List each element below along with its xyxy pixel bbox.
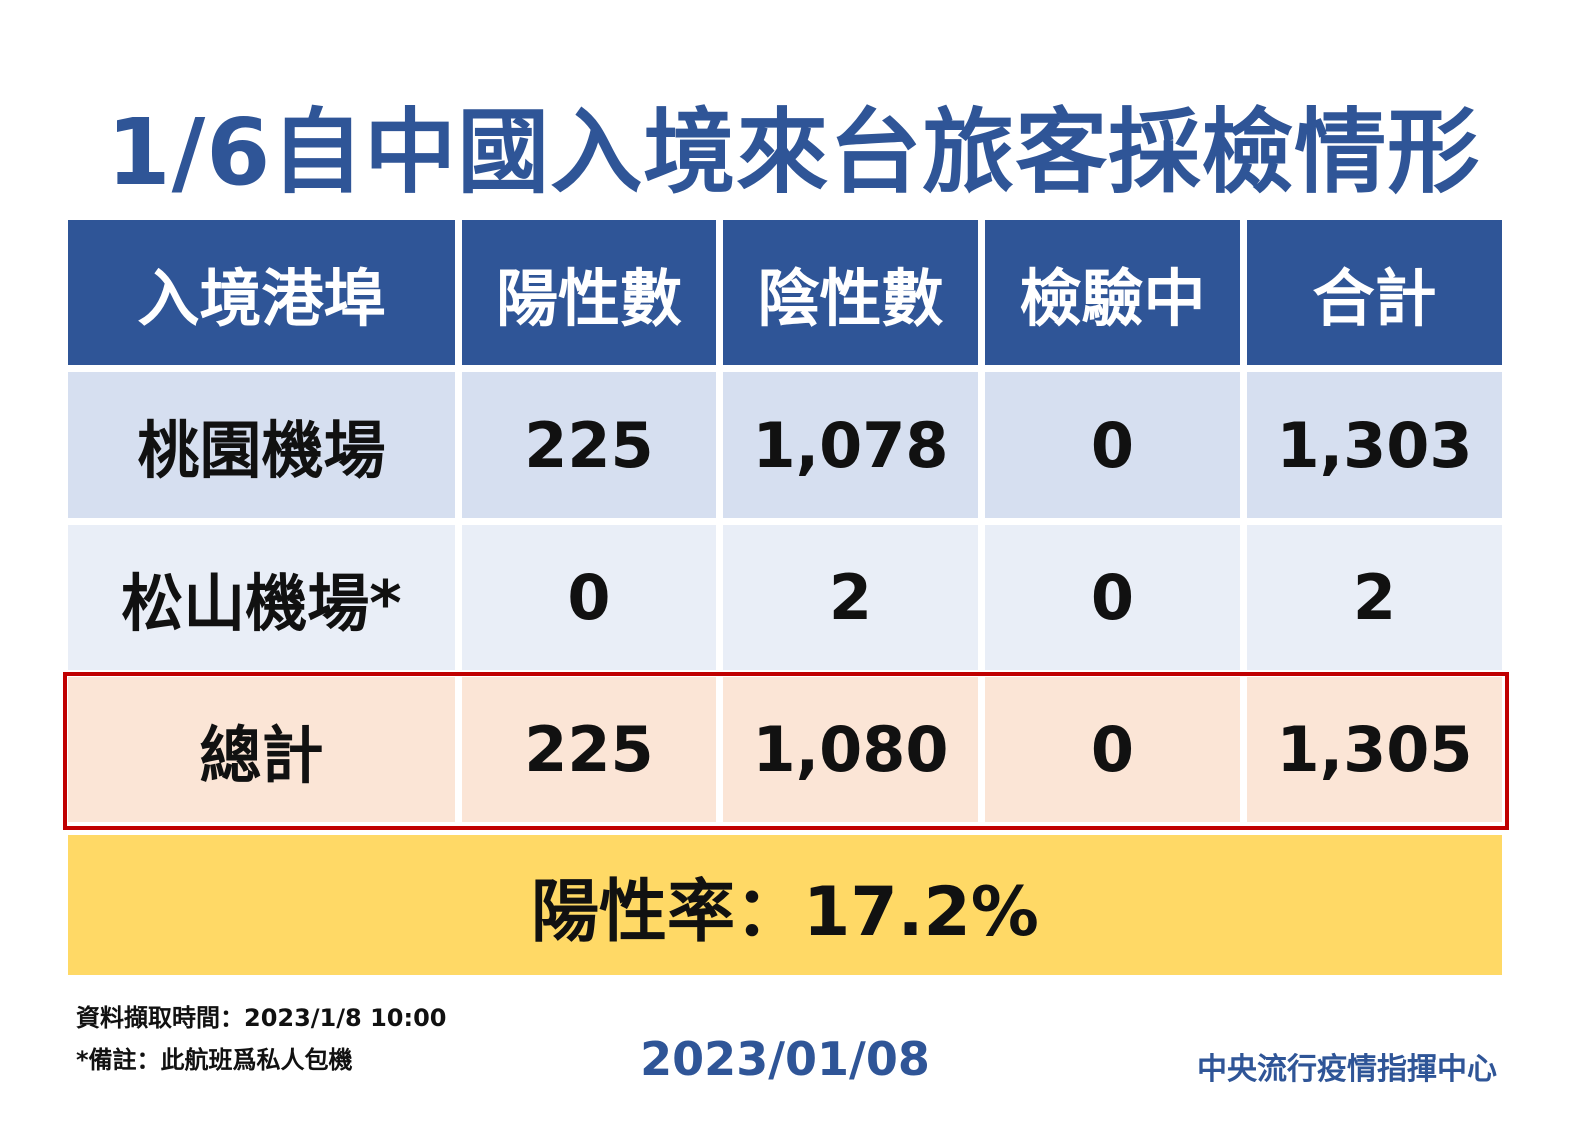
- table-cell: 1,303: [1247, 372, 1502, 518]
- table-cell: 1,080: [723, 677, 978, 822]
- organization: 中央流行疫情指揮中心: [1197, 1052, 1497, 1087]
- table-cell: 陰性數: [723, 220, 978, 365]
- title: 1/6自中國入境來台旅客採檢情形: [106, 99, 1481, 206]
- table-cell: 2: [1247, 525, 1502, 670]
- date: 2023/01/08: [640, 1032, 930, 1086]
- table-cell: 桃園機場: [68, 372, 455, 518]
- footnote: 資料擷取時間：2023/1/8 10:00: [76, 1004, 447, 1032]
- table-cell: 0: [462, 525, 716, 670]
- table-cell: 0: [985, 677, 1240, 822]
- total-highlight: [63, 672, 1509, 830]
- table-cell: 2: [723, 525, 978, 670]
- table-cell: 1,078: [723, 372, 978, 518]
- table-cell: 總計: [68, 677, 455, 822]
- table-cell: 0: [985, 372, 1240, 518]
- table-cell: 檢驗中: [985, 220, 1240, 365]
- table: 入境港埠 陽性數 陰性數 檢驗中 合計 桃園機場 225 1,078 0 1,303 松山機場* 0 2…: [68, 220, 1502, 822]
- positive-rate: 陽性率：17.2%: [68, 835, 1502, 975]
- table-cell: 0: [985, 525, 1240, 670]
- table-cell: 陽性數: [462, 220, 716, 365]
- table-cell: 松山機場*: [68, 525, 455, 670]
- table-cell: 1,305: [1247, 677, 1502, 822]
- table-cell: 入境港埠: [68, 220, 455, 365]
- table-cell: 225: [462, 677, 716, 822]
- footnote: *備註：此航班爲私人包機: [76, 1046, 353, 1074]
- table-cell: 合計: [1247, 220, 1502, 365]
- table-cell: 225: [462, 372, 716, 518]
